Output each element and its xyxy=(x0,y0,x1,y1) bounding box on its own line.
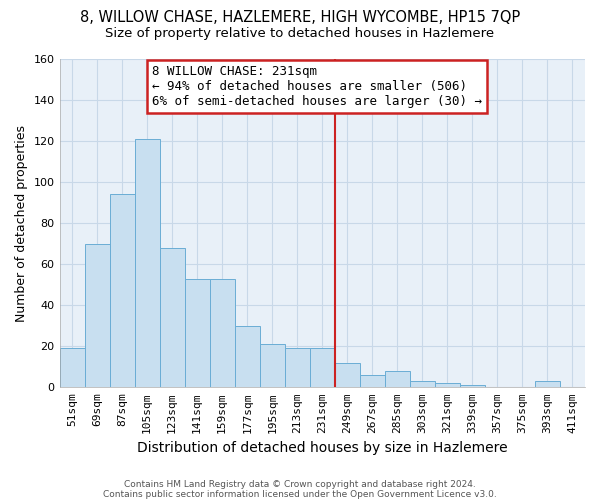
Text: Contains HM Land Registry data © Crown copyright and database right 2024.: Contains HM Land Registry data © Crown c… xyxy=(124,480,476,489)
Bar xyxy=(59,348,85,388)
Bar xyxy=(134,139,160,388)
Text: 8 WILLOW CHASE: 231sqm
← 94% of detached houses are smaller (506)
6% of semi-det: 8 WILLOW CHASE: 231sqm ← 94% of detached… xyxy=(152,65,482,108)
Bar xyxy=(410,381,435,388)
Bar xyxy=(360,375,385,388)
Bar xyxy=(335,362,360,388)
Text: 8, WILLOW CHASE, HAZLEMERE, HIGH WYCOMBE, HP15 7QP: 8, WILLOW CHASE, HAZLEMERE, HIGH WYCOMBE… xyxy=(80,10,520,25)
Bar xyxy=(535,381,560,388)
Bar xyxy=(385,371,410,388)
Bar xyxy=(209,278,235,388)
Y-axis label: Number of detached properties: Number of detached properties xyxy=(15,124,28,322)
Bar xyxy=(310,348,335,388)
Text: Size of property relative to detached houses in Hazlemere: Size of property relative to detached ho… xyxy=(106,28,494,40)
Bar xyxy=(460,386,485,388)
Bar xyxy=(85,244,110,388)
Bar xyxy=(285,348,310,388)
Bar xyxy=(160,248,185,388)
Bar xyxy=(435,383,460,388)
Bar xyxy=(235,326,260,388)
Bar xyxy=(110,194,134,388)
Bar xyxy=(185,278,209,388)
Text: Contains public sector information licensed under the Open Government Licence v3: Contains public sector information licen… xyxy=(103,490,497,499)
Bar xyxy=(260,344,285,388)
X-axis label: Distribution of detached houses by size in Hazlemere: Distribution of detached houses by size … xyxy=(137,441,508,455)
